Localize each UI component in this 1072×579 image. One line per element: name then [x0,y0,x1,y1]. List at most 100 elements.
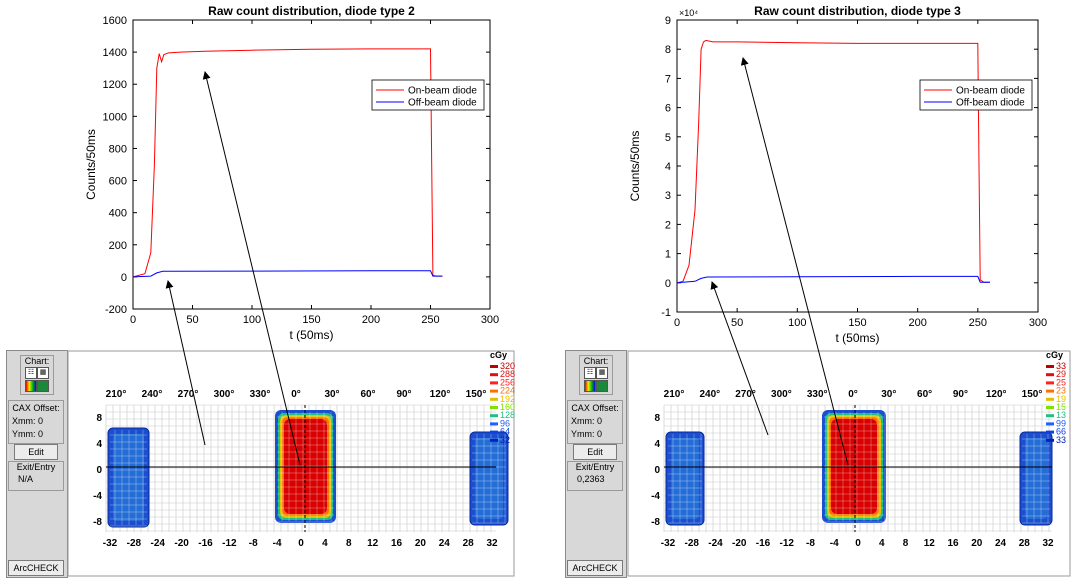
exit-entry-label: Exit/Entry [8,461,64,491]
gantry-angle-label: 60° [360,389,375,400]
gantry-angle-label: 270° [735,389,756,400]
y-tick-label: 800 [109,143,127,155]
gantry-angle-label: 300° [214,389,235,400]
series-line-on-beam [676,39,990,284]
colormap-icon-button[interactable] [584,380,596,392]
x-tick-label: 300 [481,314,499,326]
dose-legend-swatch [1046,438,1054,442]
dose-legend-label: 256 [500,377,515,387]
edit-button[interactable]: Edit [573,444,617,460]
view-icon-button[interactable] [596,380,608,392]
gantry-angle-label: 240° [699,389,720,400]
x-axis-label: t (50ms) [289,328,333,342]
arrow-side-to-off-beam-right [710,281,769,436]
dose-legend-swatch [490,422,498,426]
map-x-tick-label: 28 [463,538,475,549]
dose-legend-label: 33 [1056,435,1066,445]
grid-icon-button[interactable]: ▦ [596,367,608,379]
map-x-tick-label: -4 [830,538,839,549]
x-tick-label: 200 [362,314,380,326]
map-y-tick-label: 0 [96,465,102,476]
dose-legend-label: 13 [1056,410,1066,420]
colormap-icon-button[interactable] [25,380,37,392]
chart-icon-button[interactable]: ☷ [25,367,37,379]
y-axis-label: Counts/50ms [84,129,98,200]
gantry-angle-label: 270° [178,389,199,400]
x-tick-label: 250 [421,314,439,326]
arccheck-button[interactable]: ArcCHECK [8,560,64,576]
map-x-tick-label: -24 [708,538,723,549]
y-tick-label: 4 [665,161,671,173]
dose-legend-label: 288 [500,369,515,379]
map-x-tick-label: 12 [367,538,379,549]
map-x-tick-label: 12 [924,538,936,549]
gantry-angle-label: 120° [986,389,1007,400]
map-y-tick-label: 4 [654,439,660,450]
dose-legend-swatch [1046,389,1054,393]
y-tick-label: 400 [109,208,127,220]
map-x-tick-label: -8 [249,538,258,549]
map-y-tick-label: -8 [93,517,102,528]
legend-entry: On-beam diode [408,86,477,97]
gantry-angle-label: 30° [881,389,896,400]
chart-icon-button[interactable]: ☷ [584,367,596,379]
map-x-tick-label: -16 [198,538,213,549]
gantry-angle-label: 240° [142,389,163,400]
cax-offset-label: CAX Offset: [567,400,623,444]
map-x-tick-label: -24 [151,538,166,549]
exit-entry-label: Exit/Entry [567,461,623,491]
exit-entry-value: 0,2363 [577,474,605,484]
map-x-tick-label: 20 [971,538,983,549]
y-tick-label: -200 [105,304,127,316]
y-tick-label: 6 [665,103,671,115]
dose-unit-label: cGy [490,350,507,360]
grid-icon-button[interactable]: ▦ [37,367,49,379]
y-tick-label: 8 [665,44,671,56]
legend-box [919,79,1033,111]
dose-legend-swatch [490,381,498,385]
map-x-tick-label: 24 [439,538,451,549]
y-tick-label: 1000 [103,111,127,123]
series-line-off-beam [676,275,990,284]
chart-title: Raw count distribution, diode type 3 [754,4,961,18]
arrow-center-to-on-beam-left [202,71,301,466]
y-axis-label: Counts/50ms [628,131,642,202]
x-tick-label: 0 [674,317,680,329]
y-tick-label: 600 [109,176,127,188]
arccheck-button[interactable]: ArcCHECK [567,560,623,576]
gantry-angle-label: 210° [664,389,685,400]
y-tick-label: 1400 [103,47,127,59]
arrow-center-to-on-beam-right [740,57,849,466]
legend-entry: Off-beam diode [408,98,477,109]
gantry-angle-label: 150° [466,389,487,400]
gantry-angle-label: 330° [807,389,828,400]
map-y-tick-label: -8 [651,517,660,528]
dose-legend-label: 15 [1056,402,1066,412]
map-x-tick-label: 0 [855,538,861,549]
dose-legend-swatch [490,373,498,377]
dose-legend-label: 23 [1056,386,1066,396]
x-tick-label: 300 [1029,317,1047,329]
gantry-angle-label: 150° [1022,389,1043,400]
view-icon-button[interactable] [37,380,49,392]
dose-legend-swatch [490,430,498,434]
dose-legend-swatch [490,365,498,368]
map-y-tick-label: 8 [96,413,102,424]
y-tick-label: 2 [665,219,671,231]
ymm-value: Ymm: 0 [12,429,44,439]
gantry-angle-label: 0° [848,389,858,400]
low-dose-region-inner [1025,438,1047,519]
y-tick-label: -1 [661,307,671,319]
edit-button[interactable]: Edit [14,444,58,460]
ymm-value: Ymm: 0 [571,429,603,439]
dose-legend-label: 192 [500,394,515,404]
x-tick-label: 50 [186,314,198,326]
dose-legend-swatch [1046,397,1054,401]
map-x-tick-label: -8 [806,538,815,549]
y-exponent-label: ×10⁴ [679,8,698,18]
map-x-tick-label: -28 [127,538,142,549]
x-tick-label: 150 [848,317,866,329]
